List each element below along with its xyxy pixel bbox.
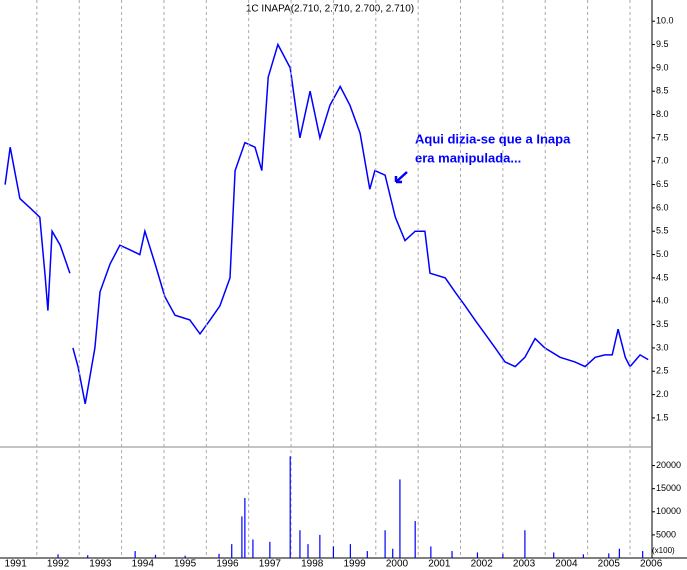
x-tick-label: 2006 [640, 559, 663, 570]
x-tick-label: 1999 [343, 559, 366, 570]
x-tick-label: 1996 [216, 559, 239, 570]
volume-bar [307, 544, 309, 558]
volume-unit: (x100) [652, 546, 675, 555]
y-tick-label: 4.0 [656, 296, 669, 306]
volume-bar [618, 548, 620, 558]
x-tick-label: 2001 [428, 559, 451, 570]
y-tick-label: 6.0 [656, 202, 669, 212]
volume-bar [87, 555, 89, 558]
volume-bar [582, 554, 584, 558]
y-tick-label: 10.0 [656, 16, 674, 26]
y-tick-label: 5.5 [656, 226, 669, 236]
y-tick-label: 7.0 [656, 156, 669, 166]
volume-bar [642, 551, 644, 558]
y-tick-label: 4.5 [656, 272, 669, 282]
y-tick-label: 2.5 [656, 366, 669, 376]
x-tick-label: 1991 [5, 559, 28, 570]
volume-bar [502, 553, 504, 558]
x-tick-label: 1992 [47, 559, 70, 570]
y-tick-label: 9.5 [656, 39, 669, 49]
volume-bar [349, 544, 351, 558]
volume-bar [399, 479, 401, 558]
volume-bar [184, 555, 186, 558]
x-tick-label: 2005 [598, 559, 621, 570]
volume-bar [218, 553, 220, 558]
volume-bar [252, 539, 254, 558]
x-tick-label: 1993 [89, 559, 112, 570]
x-tick-label: 2000 [386, 559, 409, 570]
volume-bar [244, 497, 246, 558]
y-tick-label: 7.5 [656, 132, 669, 142]
volume-bar [241, 516, 243, 558]
annotation: Aqui dizia-se que a Inapa [415, 131, 571, 146]
y-tick-label: 10000 [656, 506, 681, 516]
volume-bar [289, 456, 291, 558]
volume-bar [366, 551, 368, 558]
annotation-arrow [394, 171, 408, 184]
volume-bar [414, 521, 416, 558]
price-line [4, 42, 649, 405]
x-tick-label: 2004 [555, 559, 578, 570]
volume-bar [231, 544, 233, 558]
y-tick-label: 3.0 [656, 342, 669, 352]
x-tick-label: 1994 [132, 559, 155, 570]
y-tick-label: 20000 [656, 460, 681, 470]
x-tick-label: 1998 [301, 559, 324, 570]
volume-bar [269, 541, 271, 558]
annotation: era manipulada... [415, 150, 521, 165]
volume-bar [154, 554, 157, 558]
y-tick-label: 8.0 [656, 109, 669, 119]
volume-bar [524, 530, 526, 558]
y-tick-label: 5.0 [656, 249, 669, 259]
y-tick-label: 15000 [656, 483, 681, 493]
volume-bar [332, 546, 335, 558]
x-tick-label: 2002 [471, 559, 494, 570]
y-tick-label: 8.5 [656, 86, 669, 96]
volume-bar [57, 554, 59, 558]
y-tick-label: 6.5 [656, 179, 669, 189]
volume-bar [608, 553, 610, 558]
x-tick-label: 2003 [513, 559, 536, 570]
y-tick-label: 9.0 [656, 62, 669, 72]
x-tick-label: 1997 [259, 559, 282, 570]
volume-bar [392, 548, 394, 558]
volume-bar [451, 551, 453, 558]
chart-title: 1C INAPA(2.710, 2.710, 2.700, 2.710) [246, 4, 414, 15]
volume-bar [384, 530, 386, 558]
y-tick-label: 3.5 [656, 319, 669, 329]
volume-bar [299, 530, 301, 558]
x-tick-label: 1995 [174, 559, 197, 570]
volume-bar [553, 552, 555, 558]
volume-bar [430, 546, 432, 558]
y-tick-label: 1.5 [656, 412, 669, 422]
volume-bar [134, 551, 136, 558]
y-tick-label: 5000 [656, 529, 676, 539]
y-tick-label: 2.0 [656, 389, 669, 399]
volume-bar [476, 552, 479, 558]
volume-bar [319, 534, 321, 558]
